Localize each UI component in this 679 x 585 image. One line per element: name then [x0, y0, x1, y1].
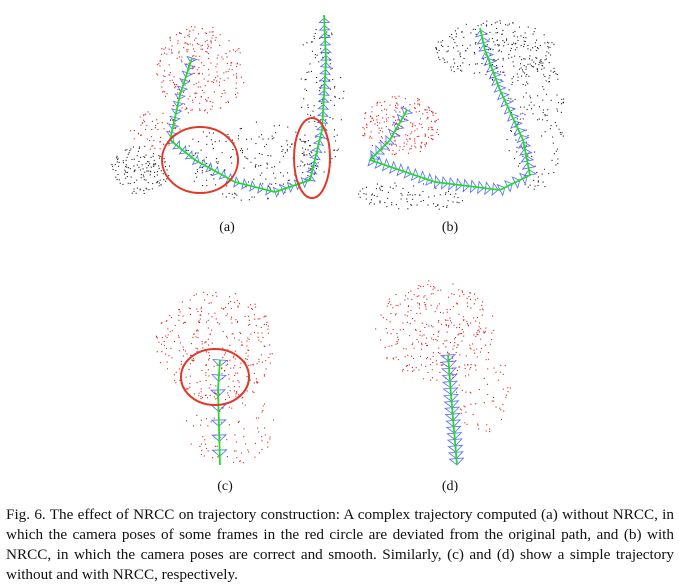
black-map-points [435, 20, 555, 81]
trajectory-path [439, 354, 465, 466]
panel-a-label: (a) [219, 220, 235, 235]
black-map-points [358, 182, 464, 210]
panel-c [140, 285, 300, 475]
panel-a [110, 10, 350, 215]
panel-b-label: (b) [441, 220, 459, 235]
panel-c-label: (c) [217, 479, 233, 494]
red-map-points [362, 95, 439, 156]
red-map-points [186, 386, 275, 464]
trajectory-path [165, 14, 333, 198]
red-map-points [130, 111, 181, 150]
panel-d-label: (d) [441, 479, 459, 494]
highlight-circle [180, 348, 250, 406]
black-map-points [186, 121, 318, 201]
trajectory-path [367, 27, 538, 197]
red-map-points [155, 291, 273, 401]
red-map-points [156, 26, 245, 114]
black-map-points [506, 58, 565, 190]
panel-a-image [111, 14, 345, 201]
trajectory-path [209, 359, 229, 466]
highlight-circle [293, 117, 331, 199]
panel-b-image [358, 20, 565, 210]
panel-c-image [155, 291, 275, 466]
black-map-points [299, 29, 345, 174]
black-map-points [111, 145, 170, 194]
red-map-points [375, 280, 495, 381]
figure-caption: Fig. 6. The effect of NRCC on trajectory… [6, 506, 674, 583]
highlight-circle [161, 126, 239, 194]
panel-d [375, 275, 525, 475]
panel-b [345, 10, 570, 215]
red-map-points [455, 358, 511, 433]
panel-d-image [375, 280, 511, 466]
